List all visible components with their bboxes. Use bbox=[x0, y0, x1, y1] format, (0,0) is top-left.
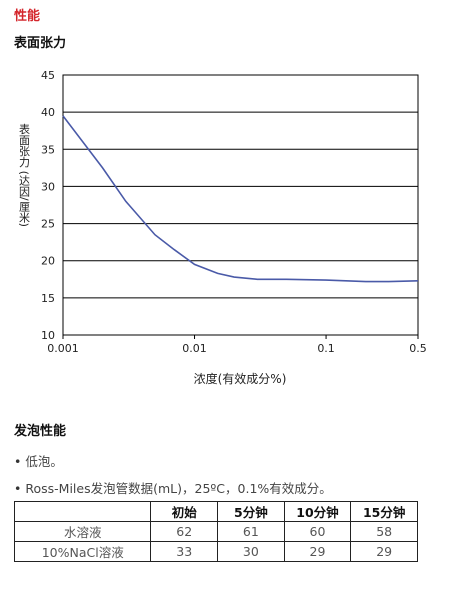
x-tick-label: 0.5 bbox=[409, 342, 427, 355]
value-cell: 30 bbox=[217, 541, 285, 562]
bullet-list: 低泡。 Ross-Miles发泡管数据(mL)，25ºC，0.1%有效成分。 bbox=[14, 451, 434, 497]
y-tick-label: 10 bbox=[41, 329, 55, 342]
y-axis-label: 表面张力 (达因/厘米) bbox=[18, 122, 31, 227]
x-tick-label: 0.001 bbox=[47, 342, 79, 355]
row-label: 10%NaCl溶液 bbox=[13, 541, 152, 562]
section-title: 性能 bbox=[14, 8, 40, 24]
y-tick-label: 25 bbox=[41, 218, 55, 231]
table-row: 10%NaCl溶液 33 30 29 29 bbox=[13, 541, 418, 562]
value-cell: 33 bbox=[150, 541, 219, 562]
y-tick-label: 35 bbox=[41, 143, 55, 156]
value-cell: 29 bbox=[350, 541, 418, 562]
bullet: 低泡。 bbox=[14, 451, 434, 470]
value-cell: 60 bbox=[283, 521, 352, 542]
header-cell bbox=[13, 501, 152, 522]
plot-frame bbox=[62, 74, 419, 336]
header-cell: 15分钟 bbox=[350, 501, 418, 522]
value-cell: 58 bbox=[350, 521, 418, 542]
header-row: 初始 5分钟 10分钟 15分钟 bbox=[13, 501, 418, 522]
header-cell: 10分钟 bbox=[283, 501, 352, 522]
header-cell: 5分钟 bbox=[217, 501, 285, 522]
y-tick-label: 45 bbox=[41, 69, 55, 82]
foam-title: 发泡性能 bbox=[14, 424, 67, 439]
value-cell: 29 bbox=[283, 541, 352, 562]
table-row: 水溶液 62 61 60 58 bbox=[13, 521, 418, 542]
y-tick-label: 40 bbox=[41, 106, 55, 119]
x-axis-label: 浓度(有效成分%) bbox=[194, 371, 287, 386]
y-tick-label: 20 bbox=[41, 255, 55, 268]
x-tick-label: 0.1 bbox=[317, 342, 335, 355]
y-tick-label: 30 bbox=[41, 180, 55, 193]
foam-table: 初始 5分钟 10分钟 15分钟 水溶液 62 61 60 58 10%NaCl溶液 33 30 29 2… bbox=[13, 501, 418, 562]
chart: 性能 表面张力 表面张力 (达因/厘米) 浓度(有效成分%) 10 15 20 25 3… bbox=[13, 8, 427, 386]
chart-title: 表面张力 bbox=[13, 35, 66, 51]
data-line bbox=[62, 115, 419, 283]
row-label: 水溶液 bbox=[13, 521, 152, 542]
x-tick-label: 0.01 bbox=[182, 342, 207, 355]
bullet: Ross-Miles发泡管数据(mL)，25ºC，0.1%有效成分。 bbox=[14, 478, 434, 497]
value-cell: 62 bbox=[150, 521, 219, 542]
header-cell: 初始 bbox=[150, 501, 219, 522]
value-cell: 61 bbox=[217, 521, 285, 542]
foam-section: 发泡性能 低泡。 Ross-Miles发泡管数据(mL)，25ºC，0.1%有效成… bbox=[13, 420, 434, 562]
y-tick-label: 15 bbox=[41, 292, 55, 305]
